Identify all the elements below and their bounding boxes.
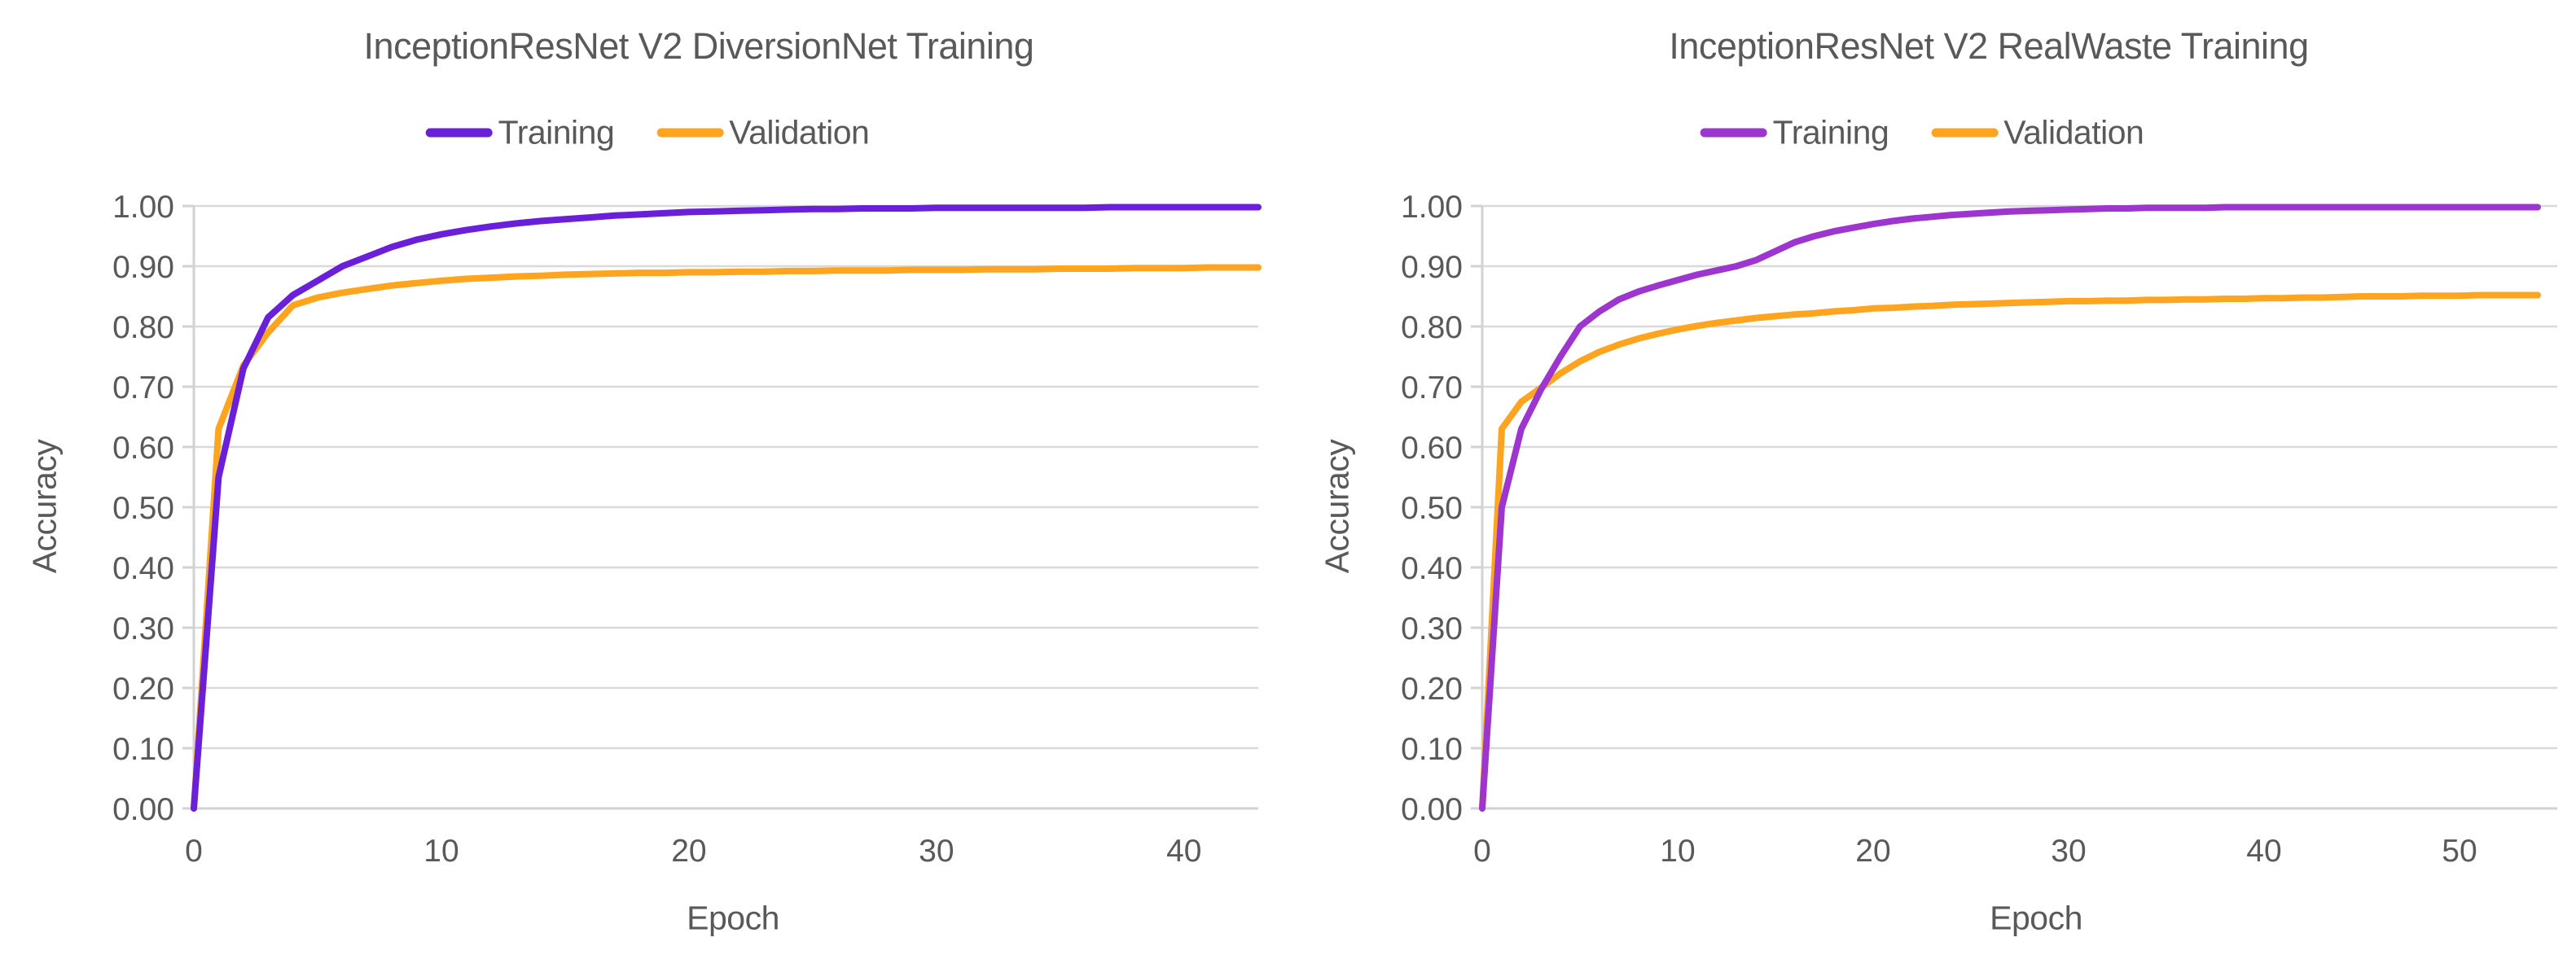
y-axis-title-accuracy: Accuracy	[25, 439, 64, 574]
training-line-swatch	[425, 128, 493, 138]
y-tick-label: 0.20	[112, 672, 174, 707]
y-tick-label: 0.90	[112, 250, 174, 285]
x-tick-label: 20	[1855, 834, 1890, 869]
y-tick-labels: 0.00 0.10 0.20 0.30 0.40 0.50 0.60 0.70 0.80 0.90…	[1401, 190, 1482, 827]
x-tick-label: 50	[2442, 834, 2477, 869]
legend-label-training: Training	[498, 113, 615, 151]
x-tick-labels: 0 10 20 30 40 50	[1473, 834, 2477, 869]
x-axis-title-epoch: Epoch	[687, 899, 779, 937]
legend-label-validation: Validation	[2003, 113, 2144, 151]
plot-area: 0.00 0.10 0.20 0.30 0.40 0.50 0.60 0.70 0.80 0.90…	[1401, 190, 2557, 869]
training-line	[191, 204, 1262, 812]
training-line-swatch	[1700, 128, 1767, 138]
validation-line-swatch	[656, 128, 724, 138]
y-tick-label: 0.20	[1401, 672, 1463, 707]
legend-item-training: Training	[1700, 113, 1889, 152]
gridlines	[1482, 204, 2557, 750]
legend-diversionnet: Training Validation	[425, 113, 870, 152]
y-tick-label: 0.40	[112, 551, 174, 586]
validation-line	[1479, 291, 2541, 812]
x-tick-label: 40	[1166, 834, 1201, 869]
y-tick-label: 1.00	[1401, 190, 1463, 225]
x-tick-labels: 0 10 20 30 40	[185, 834, 1201, 869]
legend-realwaste: Training Validation	[1700, 113, 2144, 152]
validation-line	[191, 264, 1262, 812]
x-tick-label: 20	[671, 834, 706, 869]
validation-line-swatch	[1931, 128, 1999, 138]
x-tick-label: 30	[2051, 834, 2086, 869]
y-tick-label: 0.70	[1401, 370, 1463, 405]
legend-label-validation: Validation	[729, 113, 870, 151]
x-tick-label: 0	[185, 834, 203, 869]
x-tick-label: 40	[2246, 834, 2281, 869]
y-tick-label: 0.80	[1401, 310, 1463, 345]
legend-label-training: Training	[1772, 113, 1889, 151]
chart-title-realwaste: InceptionResNet V2 RealWaste Training	[1669, 25, 2309, 67]
y-tick-labels: 0.00 0.10 0.20 0.30 0.40 0.50 0.60 0.70 0.80 0.90…	[112, 190, 194, 827]
y-tick-label: 0.50	[1401, 491, 1463, 526]
y-tick-label: 0.30	[112, 611, 174, 646]
x-tick-label: 10	[1660, 834, 1695, 869]
y-tick-label: 0.90	[1401, 250, 1463, 285]
legend-item-validation: Validation	[656, 113, 870, 152]
y-tick-label: 0.70	[112, 370, 174, 405]
legend-item-validation: Validation	[1931, 114, 2144, 152]
y-tick-label: 0.10	[112, 732, 174, 767]
y-tick-label: 0.10	[1401, 732, 1463, 767]
x-tick-label: 30	[919, 834, 954, 869]
training-line	[1479, 204, 2541, 812]
y-tick-label: 0.00	[1401, 792, 1463, 827]
x-tick-label: 10	[423, 834, 459, 869]
gridlines	[194, 204, 1258, 750]
x-tick-label: 0	[1473, 834, 1491, 869]
plot-area: 0.00 0.10 0.20 0.30 0.40 0.50 0.60 0.70 0.80 0.90…	[112, 190, 1262, 869]
y-tick-label: 0.30	[1401, 611, 1463, 646]
y-tick-label: 0.80	[112, 310, 174, 345]
y-tick-label: 0.60	[1401, 431, 1463, 466]
y-tick-label: 0.40	[1401, 551, 1463, 586]
y-tick-label: 0.00	[112, 792, 174, 827]
y-tick-label: 0.50	[112, 491, 174, 526]
y-tick-label: 0.60	[112, 431, 174, 466]
legend-item-training: Training	[425, 113, 615, 152]
x-axis-title-epoch: Epoch	[1990, 899, 2082, 937]
y-axis-title-accuracy: Accuracy	[1318, 439, 1356, 574]
y-tick-label: 1.00	[112, 190, 174, 225]
chart-title-diversionnet: InceptionResNet V2 DiversionNet Training	[363, 25, 1034, 67]
